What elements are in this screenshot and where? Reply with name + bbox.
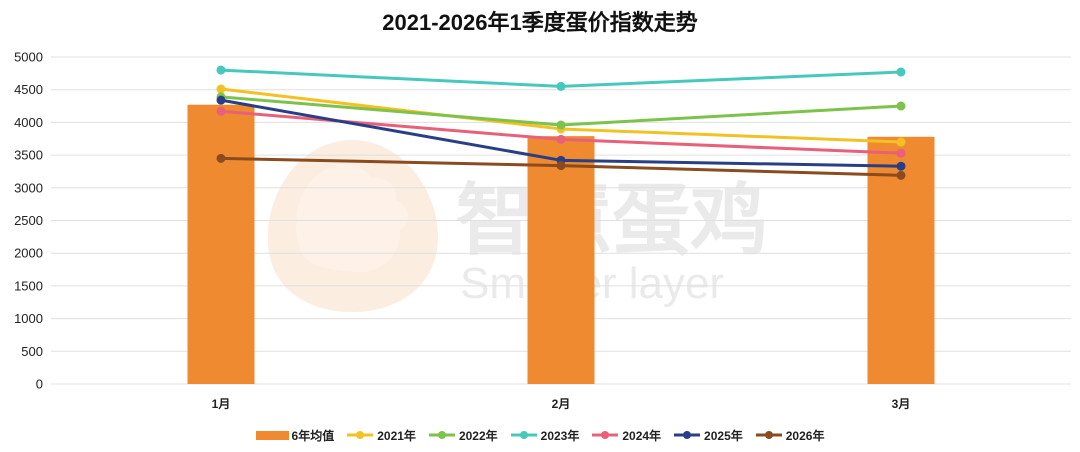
legend-label: 2024年 xyxy=(622,428,662,443)
legend-item: 2023年 xyxy=(510,427,580,444)
legend-label: 6年均值 xyxy=(291,428,335,443)
legend-marker xyxy=(255,430,289,440)
legend-label: 2021年 xyxy=(377,428,416,443)
data-point xyxy=(556,134,566,144)
legend-item: 2024年 xyxy=(591,427,661,444)
data-point xyxy=(216,106,226,116)
bar-series xyxy=(187,104,935,384)
y-tick-label: 3500 xyxy=(14,148,43,163)
data-point xyxy=(216,95,226,105)
series-line xyxy=(220,87,902,144)
x-axis: 1月 2月 3月 xyxy=(212,397,911,411)
y-tick-label: 3000 xyxy=(14,180,43,195)
legend-marker xyxy=(428,431,455,439)
y-tick-label: 2500 xyxy=(14,213,43,228)
y-tick-label: 2000 xyxy=(14,246,43,261)
legend-marker xyxy=(510,431,537,439)
bar xyxy=(527,136,595,384)
watermark-logo xyxy=(267,140,439,312)
data-point xyxy=(896,148,906,158)
y-tick-label: 4000 xyxy=(14,115,43,130)
data-point xyxy=(556,161,566,171)
legend-label: 2022年 xyxy=(458,428,498,443)
legend-marker-dot xyxy=(601,431,610,439)
y-axis: 0 500 1000 1500 2000 2500 3000 3500 4000 4500 5000 xyxy=(14,50,43,392)
watermark: 智慧蛋鸡 Smarter layer xyxy=(267,140,768,312)
legend-marker-dot xyxy=(683,431,692,439)
legend-marker xyxy=(674,431,701,439)
legend: 6年均值 2021年 2022年 2023年 2024年 2025年 2026年 xyxy=(0,426,1080,444)
data-point xyxy=(896,161,906,171)
legend-marker-dot xyxy=(764,431,773,439)
legend-item: 6年均值 xyxy=(255,427,335,444)
legend-marker-dot xyxy=(519,431,528,439)
y-tick-label: 500 xyxy=(21,344,43,359)
data-point xyxy=(896,170,906,180)
chart-title: 2021-2026年1季度蛋价指数走势 xyxy=(382,10,697,35)
legend-marker-dot xyxy=(437,431,446,439)
x-tick-label: 1月 xyxy=(212,397,231,411)
data-point xyxy=(896,67,906,77)
legend-item: 2026年 xyxy=(755,427,825,444)
y-tick-label: 1000 xyxy=(14,311,43,326)
legend-item: 2021年 xyxy=(346,427,416,444)
watermark-logo-chicken-head xyxy=(296,164,408,273)
legend-marker xyxy=(347,431,374,439)
legend-marker xyxy=(592,431,619,439)
x-tick-label: 3月 xyxy=(892,397,911,411)
legend-item: 2025年 xyxy=(673,427,743,444)
y-tick-label: 5000 xyxy=(14,50,43,65)
data-point xyxy=(896,101,906,111)
legend-marker xyxy=(755,431,782,439)
data-point xyxy=(216,84,226,94)
line-series-2 xyxy=(216,92,906,130)
legend-marker-dot xyxy=(356,431,365,439)
line-series xyxy=(216,65,906,180)
x-tick-label: 2月 xyxy=(552,397,571,411)
line-series-3 xyxy=(216,65,906,91)
bar xyxy=(187,104,255,384)
data-point xyxy=(556,81,566,91)
data-point xyxy=(896,137,906,147)
legend-label: 2023年 xyxy=(540,428,580,443)
y-tick-label: 4500 xyxy=(14,82,43,97)
line-series-6 xyxy=(216,153,906,180)
y-tick-label: 1500 xyxy=(14,278,43,293)
data-point xyxy=(556,120,566,130)
data-point xyxy=(216,65,226,75)
legend-item: 2022年 xyxy=(428,427,498,444)
legend-label: 2025年 xyxy=(704,428,743,443)
legend-label: 2026年 xyxy=(785,428,825,443)
data-point xyxy=(216,153,226,163)
y-tick-label: 0 xyxy=(36,377,43,392)
